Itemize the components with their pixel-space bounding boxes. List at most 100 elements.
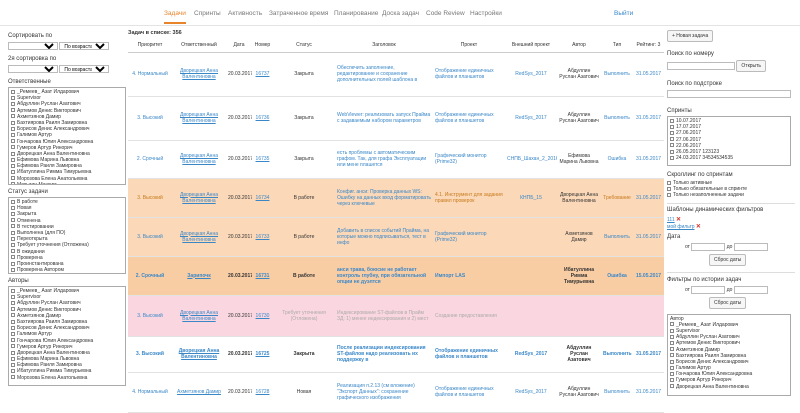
task-title[interactable]: WebViewer: реализовать запуск Прайма с з…	[337, 112, 431, 124]
sprint-item[interactable]: 26.05.2017 123123	[670, 149, 788, 155]
task-number-link[interactable]: 16731	[255, 272, 270, 279]
tab-tasks[interactable]: Задачи	[164, 10, 186, 24]
column-header-rating[interactable]: Рейтинг: 3	[633, 39, 664, 53]
task-title[interactable]: Реализация п.2.13 (см вложение) "Экспорт…	[337, 383, 415, 401]
responsible-item[interactable]: Ефимова Марина Львовна	[11, 157, 123, 163]
checkbox[interactable]	[11, 102, 15, 107]
logout-link[interactable]: Выйти	[614, 10, 634, 17]
history-reset-button[interactable]: Сброс даты	[709, 296, 747, 309]
search-substring-input[interactable]	[667, 90, 791, 98]
checkbox[interactable]	[11, 139, 15, 144]
project-link[interactable]: Отображение единичных файлов и планшетов	[435, 112, 494, 124]
checkbox[interactable]	[667, 193, 671, 198]
tab-time-spent[interactable]: Затраченное время	[269, 10, 329, 17]
author-item[interactable]: Абдуллин Руслан Азатович	[11, 300, 123, 306]
checkbox[interactable]	[11, 89, 15, 94]
responsible-item[interactable]: Ефимова Раиля Замировна	[11, 163, 123, 169]
tab-settings[interactable]: Настройки	[470, 10, 502, 17]
checkbox[interactable]	[670, 131, 674, 136]
task-title[interactable]: После реализации индексирования ST-файло…	[337, 345, 426, 363]
reset-dates-button[interactable]: Сброс даты	[709, 253, 747, 266]
table-row[interactable]: 3. Высокий Дворецкая Анна Валентиновна 20.…	[128, 336, 664, 373]
project-link[interactable]: Графический монитор (Prime32)	[435, 230, 487, 243]
responsible-item[interactable]: Гумеров Артур Ринорич	[11, 145, 123, 151]
responsible-item[interactable]: Гончарова Юлия Александровна	[11, 139, 123, 145]
project-link[interactable]: Создание предоставления	[435, 312, 497, 319]
responsible-item[interactable]: Ибатуллина Римма Тимурьевна	[11, 169, 123, 175]
checkbox[interactable]	[11, 249, 15, 254]
author-item[interactable]: Морозова Елена Анатольевна	[11, 375, 123, 381]
checkbox[interactable]	[11, 313, 15, 318]
responsible-link[interactable]: Зарипочк	[187, 272, 211, 279]
task-number-link[interactable]: 16734	[255, 194, 270, 201]
history-author-item[interactable]: Артемов Денис Викторович	[670, 340, 788, 346]
checkbox[interactable]	[11, 261, 15, 266]
checkbox[interactable]	[670, 340, 674, 345]
sprint-item[interactable]: 22.06.2017	[670, 143, 788, 149]
author-item[interactable]: Ефимова Марина Львовна	[11, 356, 123, 362]
responsible-link[interactable]: Дворецкая Анна Валентиновна	[179, 112, 218, 124]
checkbox[interactable]	[11, 362, 15, 367]
checkbox[interactable]	[11, 157, 15, 162]
status-listbox[interactable]: В работе Новая Закрыта Отменена В тестирован…	[8, 197, 126, 274]
table-row[interactable]: 2. Срочный Дворецкая Анна Валентиновна 20.…	[128, 140, 664, 179]
checkbox[interactable]	[670, 155, 674, 160]
column-header-project[interactable]: Проект	[433, 39, 505, 53]
sprint-item[interactable]: 17.07.2017	[670, 124, 788, 130]
authors-listbox[interactable]: _Ремеев_ Азат Илдарович Supervisor Абдулли…	[8, 286, 126, 386]
project-link[interactable]: Графический монитор (Prime32)	[435, 153, 487, 165]
author-item[interactable]: Борисов Денис Александрович	[11, 325, 123, 331]
new-task-button[interactable]: + Новая задача	[667, 30, 714, 42]
task-number-link[interactable]: 16730	[255, 312, 270, 319]
checkbox[interactable]	[11, 344, 15, 349]
responsible-item[interactable]: Ахметзянов Дамир	[11, 114, 123, 120]
checkbox[interactable]	[670, 137, 674, 142]
status-item[interactable]: Проинстантирована	[11, 261, 123, 267]
checkbox[interactable]	[11, 224, 15, 229]
history-to-input[interactable]	[733, 285, 768, 294]
scroll-option[interactable]: Только обязательные в спринте	[667, 186, 795, 192]
checkbox[interactable]	[11, 236, 15, 241]
responsible-item[interactable]: _Ремеев_ Азат Илдарович	[11, 89, 123, 95]
checkbox[interactable]	[670, 328, 674, 333]
tab-planning[interactable]: Планирование	[334, 10, 379, 17]
responsible-item[interactable]: Артемов Денис Викторович	[11, 108, 123, 114]
task-title[interactable]: есть проблемы с автоматическим графом. Т…	[337, 150, 427, 168]
checkbox[interactable]	[11, 126, 15, 131]
template-link-my-filter[interactable]: мой фильтр	[667, 223, 695, 230]
author-item[interactable]: Ибатуллина Римма Тимурьевна	[11, 368, 123, 374]
responsible-link[interactable]: Дворецкая Анна Валентиновна	[179, 68, 218, 80]
responsible-item[interactable]: Бахтиярова Раиля Замировна	[11, 120, 123, 126]
delete-template-icon[interactable]: ✕	[676, 216, 682, 223]
author-item[interactable]: Supervisor	[11, 294, 123, 300]
status-item[interactable]: Новая	[11, 205, 123, 211]
status-item[interactable]: В работе	[11, 199, 123, 205]
history-author-item[interactable]: Бахтиярова Раиля Замировна	[670, 353, 788, 359]
checkbox[interactable]	[11, 230, 15, 235]
responsible-item[interactable]: Борисов Денис Александрович	[11, 126, 123, 132]
history-author-item[interactable]: Галимов Артур	[670, 365, 788, 371]
sprint-item[interactable]: 24.03.2017 34534534535	[670, 155, 788, 161]
project-link[interactable]: Отображение единичных файлов и планшетов	[435, 386, 494, 398]
column-header-external-project[interactable]: Внешний проект	[505, 39, 557, 53]
history-author-item[interactable]: Supervisor	[670, 328, 788, 334]
checkbox[interactable]	[11, 294, 15, 299]
checkbox[interactable]	[11, 114, 15, 119]
task-number-link[interactable]: 16725	[255, 351, 270, 357]
author-item[interactable]: _Ремеев_ Азат Илдарович	[11, 288, 123, 294]
author-item[interactable]: Галимов Артур	[11, 331, 123, 337]
history-author-item[interactable]: Дворецкая Анна Валентиновна	[670, 384, 788, 390]
table-row[interactable]: 2. Срочный Зарипочк 20.03.2017 16731 В работ…	[128, 256, 664, 296]
task-title[interactable]: Добавить в список событий Прайма, на кот…	[337, 227, 429, 246]
task-number-link[interactable]: 16736	[255, 115, 270, 121]
table-row[interactable]: 3. Высокий Дворецкая Анна Валентиновна 20.…	[128, 178, 664, 218]
author-item[interactable]: Артемов Денис Викторович	[11, 307, 123, 313]
checkbox[interactable]	[11, 199, 15, 204]
status-item[interactable]: В ожидании	[11, 249, 123, 255]
tab-sprints[interactable]: Спринты	[194, 10, 221, 17]
history-from-input[interactable]	[691, 285, 726, 294]
checkbox[interactable]	[11, 170, 15, 175]
author-item[interactable]: Гумеров Артур Ринорич	[11, 344, 123, 350]
column-header-priority[interactable]: Приоритет	[128, 39, 172, 53]
checkbox[interactable]	[670, 359, 674, 364]
